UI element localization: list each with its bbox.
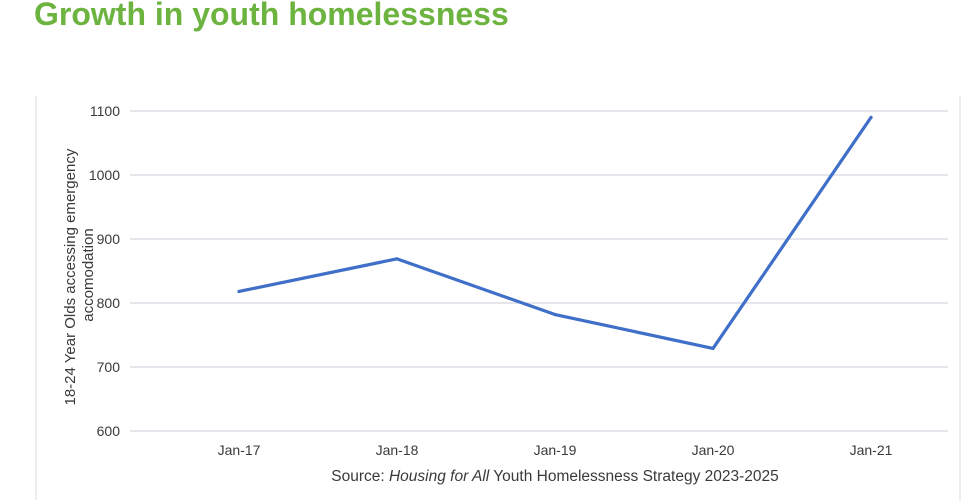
data-point-jan-17: [237, 289, 241, 294]
y-axis-title: 18-24 Year Olds accessing emergency acco…: [62, 145, 97, 406]
y-tick-label-700: 700: [97, 359, 121, 375]
source-suffix: Youth Homelessness Strategy 2023-2025: [489, 468, 779, 485]
data-point-jan-19: [553, 312, 557, 317]
x-axis-tick-labels: Jan-17 Jan-18 Jan-19 Jan-20 Jan-21: [218, 442, 893, 458]
x-tick-label-jan-17: Jan-17: [218, 442, 261, 458]
y-tick-label-900: 900: [97, 231, 121, 247]
y-axis-tick-labels: 600 700 800 900 1000 1100: [89, 103, 120, 439]
y-tick-label-600: 600: [97, 423, 121, 439]
y-tick-label-800: 800: [97, 295, 121, 311]
source-note: Source: Housing for All Youth Homelessne…: [331, 468, 779, 485]
y-axis-title-line-1: 18-24 Year Olds accessing emergency: [62, 148, 79, 405]
y-axis-title-line-2: accomodation: [80, 228, 97, 321]
x-tick-label-jan-21: Jan-21: [850, 442, 893, 458]
data-point-jan-18: [395, 257, 399, 261]
y-tick-label-1000: 1000: [89, 167, 120, 183]
y-tick-label-1100: 1100: [90, 103, 120, 119]
page-title: Growth in youth homelessness: [34, 0, 509, 32]
gridlines: [130, 110, 948, 432]
x-tick-label-jan-20: Jan-20: [692, 442, 735, 458]
x-tick-label-jan-18: Jan-18: [376, 442, 419, 458]
data-point-jan-21: [869, 115, 873, 119]
series-layer: [237, 115, 873, 351]
data-point-jan-20: [711, 346, 715, 351]
source-prefix: Source:: [331, 468, 389, 485]
source-title: Housing for All: [389, 468, 490, 485]
x-tick-label-jan-19: Jan-19: [534, 442, 577, 458]
